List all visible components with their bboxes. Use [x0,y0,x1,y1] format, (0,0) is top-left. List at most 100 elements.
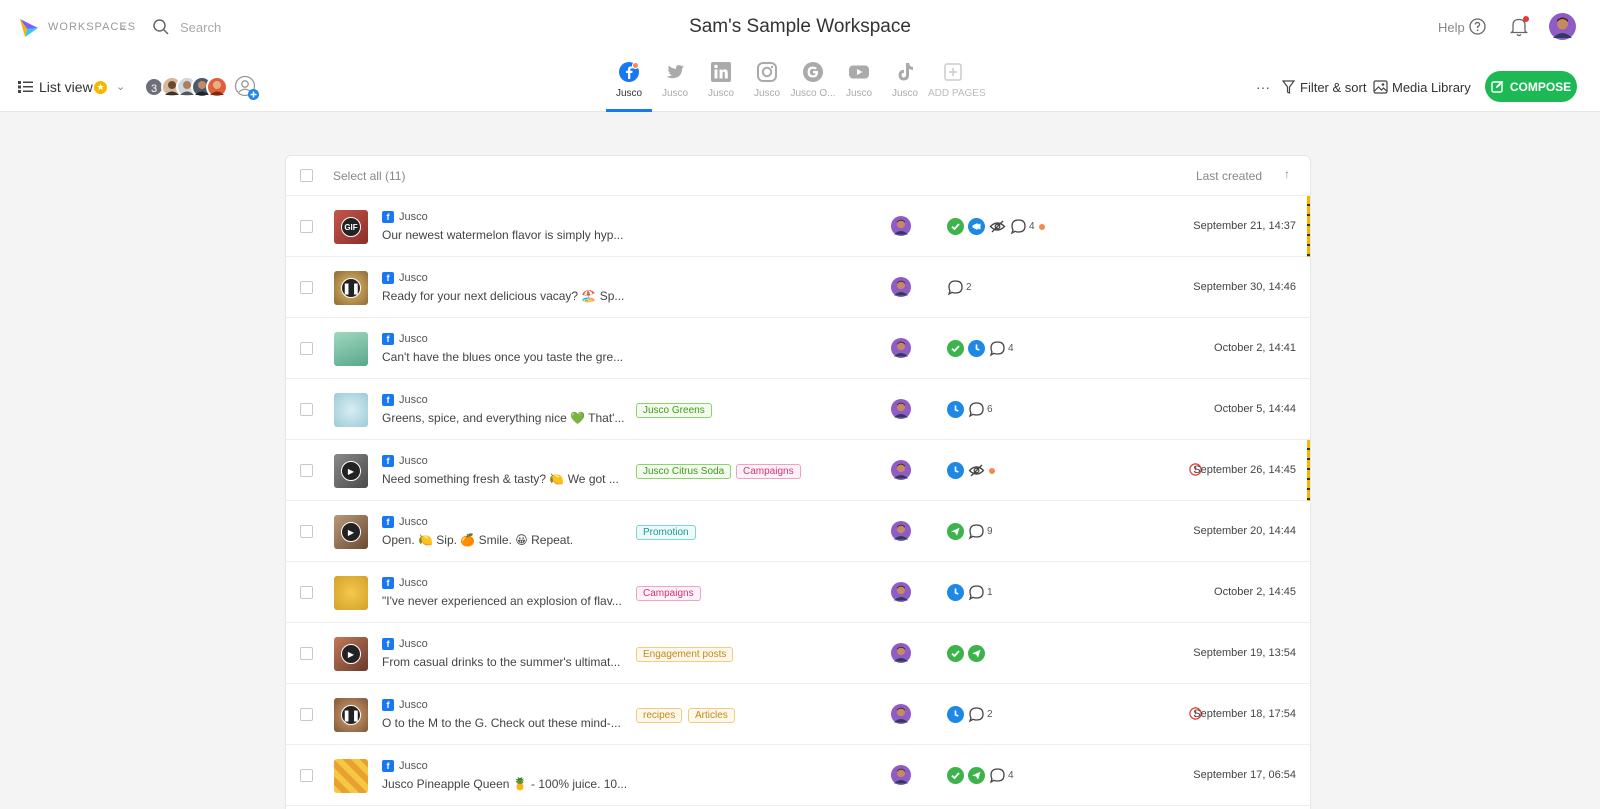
post-preview[interactable]: From casual drinks to the summer's ultim… [382,655,621,669]
row-checkbox[interactable] [300,220,313,233]
post-preview[interactable]: Can't have the blues once you taste the … [382,350,624,364]
label-tag[interactable]: recipes [636,708,683,723]
post-row[interactable]: ❚❚ f Jusco Ready for your next delicious… [286,257,1310,318]
compose-button[interactable]: COMPOSE [1485,71,1577,102]
facebook-icon: f [382,333,394,345]
row-checkbox[interactable] [300,281,313,294]
sort-direction-icon[interactable]: ↑ [1284,167,1290,181]
youtube-icon [849,65,869,79]
tab-youtube[interactable]: Jusco [836,58,882,112]
chevron-down-icon[interactable]: ⌄ [116,81,126,93]
row-checkbox[interactable] [300,464,313,477]
sort-selector[interactable]: Last created [1195,169,1262,183]
boost-icon [968,218,985,235]
media-library-button[interactable]: Media Library [1392,80,1471,95]
post-status: 1 [947,584,993,601]
label-tag[interactable]: Campaigns [736,464,801,479]
row-checkbox[interactable] [300,403,313,416]
post-row[interactable]: f Jusco "I've never experienced an explo… [286,562,1310,623]
label-tag[interactable]: Promotion [636,525,696,540]
tab-facebook[interactable]: Jusco [606,58,652,112]
row-checkbox[interactable] [300,586,313,599]
comment-count: 4 [1008,343,1014,354]
post-preview[interactable]: "I've never experienced an explosion of … [382,594,622,608]
post-thumbnail[interactable]: ❚❚ [334,271,368,305]
bell-icon[interactable] [1509,16,1529,37]
tab-twitter[interactable]: Jusco [652,58,698,112]
add-member-icon[interactable] [234,75,260,101]
label-tag[interactable]: Jusco Greens [636,403,712,418]
post-preview[interactable]: Open. 🍋 Sip. 🍊 Smile. 😀 Repeat. [382,533,574,547]
tab-add-pages[interactable]: ADD PAGES [928,58,986,112]
post-preview[interactable]: O to the M to the G. Check out these min… [382,716,621,730]
post-row[interactable]: f Jusco Greens, spice, and everything ni… [286,379,1310,440]
post-row[interactable]: ❚❚ f Jusco O to the M to the G. Check ou… [286,684,1310,745]
more-options-icon[interactable]: ··· [1256,79,1270,95]
post-thumbnail[interactable]: ▶ [334,454,368,488]
post-thumbnail[interactable]: ▶ [334,515,368,549]
tab-tiktok[interactable]: Jusco [882,58,928,112]
tab-linkedin[interactable]: Jusco [698,58,744,112]
app-logo-icon[interactable] [18,17,40,39]
list-view-icon[interactable] [18,81,33,93]
workspaces-menu[interactable]: WORKSPACES [48,21,137,33]
alert-icon [1189,707,1202,720]
member-avatar[interactable] [206,76,228,98]
label-tag[interactable]: Articles [688,708,735,723]
page-name: Jusco [399,760,428,772]
post-date: October 2, 14:45 [1214,586,1296,598]
user-avatar[interactable] [1549,13,1576,40]
post-preview[interactable]: Greens, spice, and everything nice 💚 Tha… [382,411,625,425]
post-row[interactable]: ▶ f Jusco Open. 🍋 Sip. 🍊 Smile. 😀 Repeat… [286,501,1310,562]
post-thumbnail[interactable]: ▶ [334,637,368,671]
chevron-down-icon[interactable]: ⌄ [118,21,128,33]
member-count-badge[interactable]: 3 [144,77,164,97]
tab-google[interactable]: Jusco O... [790,58,836,112]
filter-sort-button[interactable]: Filter & sort [1300,80,1367,95]
linkedin-icon [711,62,731,82]
post-preview[interactable]: Need something fresh & tasty? 🍋 We got .… [382,472,619,486]
comment-icon [968,707,984,723]
post-date: September 30, 14:46 [1193,281,1296,293]
post-preview[interactable]: Jusco Pineapple Queen 🍍 - 100% juice. 10… [382,777,627,791]
post-row[interactable]: ▶ f Jusco From casual drinks to the summ… [286,623,1310,684]
tab-instagram[interactable]: Jusco [744,58,790,112]
row-checkbox[interactable] [300,525,313,538]
post-thumbnail[interactable] [334,393,368,427]
row-checkbox[interactable] [300,342,313,355]
post-date: September 19, 13:54 [1193,647,1296,659]
post-thumbnail[interactable]: ❚❚ [334,698,368,732]
help-link[interactable]: Help [1438,20,1465,35]
label-tag[interactable]: Campaigns [636,586,701,601]
post-thumbnail[interactable]: GIF [334,210,368,244]
row-checkbox[interactable] [300,769,313,782]
post-row[interactable]: ▶ f Jusco Need something fresh & tasty? … [286,440,1310,501]
page-name: Jusco [399,577,428,589]
post-preview[interactable]: Our newest watermelon flavor is simply h… [382,228,624,242]
post-thumbnail[interactable] [334,759,368,793]
scheduled-clock-icon [947,401,964,418]
scheduled-clock-icon [947,706,964,723]
label-tag[interactable]: Engagement posts [636,647,734,662]
label-tag[interactable]: Jusco Citrus Soda [636,464,732,479]
workspace-title: Sam's Sample Workspace [689,16,911,37]
post-preview[interactable]: Ready for your next delicious vacay? 🏖️ … [382,289,625,303]
image-icon[interactable] [1373,80,1388,94]
row-checkbox[interactable] [300,708,313,721]
filter-icon[interactable] [1282,80,1295,95]
search-input[interactable] [180,17,330,37]
post-row[interactable]: f Jusco Jusco Pineapple Queen 🍍 - 100% j… [286,745,1310,806]
scheduled-clock-icon [947,462,964,479]
row-checkbox[interactable] [300,647,313,660]
page-name: Jusco [399,455,428,467]
post-thumbnail[interactable] [334,576,368,610]
post-thumbnail[interactable] [334,332,368,366]
page-name: Jusco [399,638,428,650]
select-all-checkbox[interactable] [300,169,313,182]
facebook-icon [619,62,639,82]
post-row[interactable]: f Jusco Can't have the blues once you ta… [286,318,1310,379]
view-selector[interactable]: List view [39,79,93,95]
select-all-label[interactable]: Select all (11) [333,169,406,183]
post-row[interactable]: GIF f Jusco Our newest watermelon flavor… [286,196,1310,257]
help-icon[interactable] [1469,18,1486,35]
